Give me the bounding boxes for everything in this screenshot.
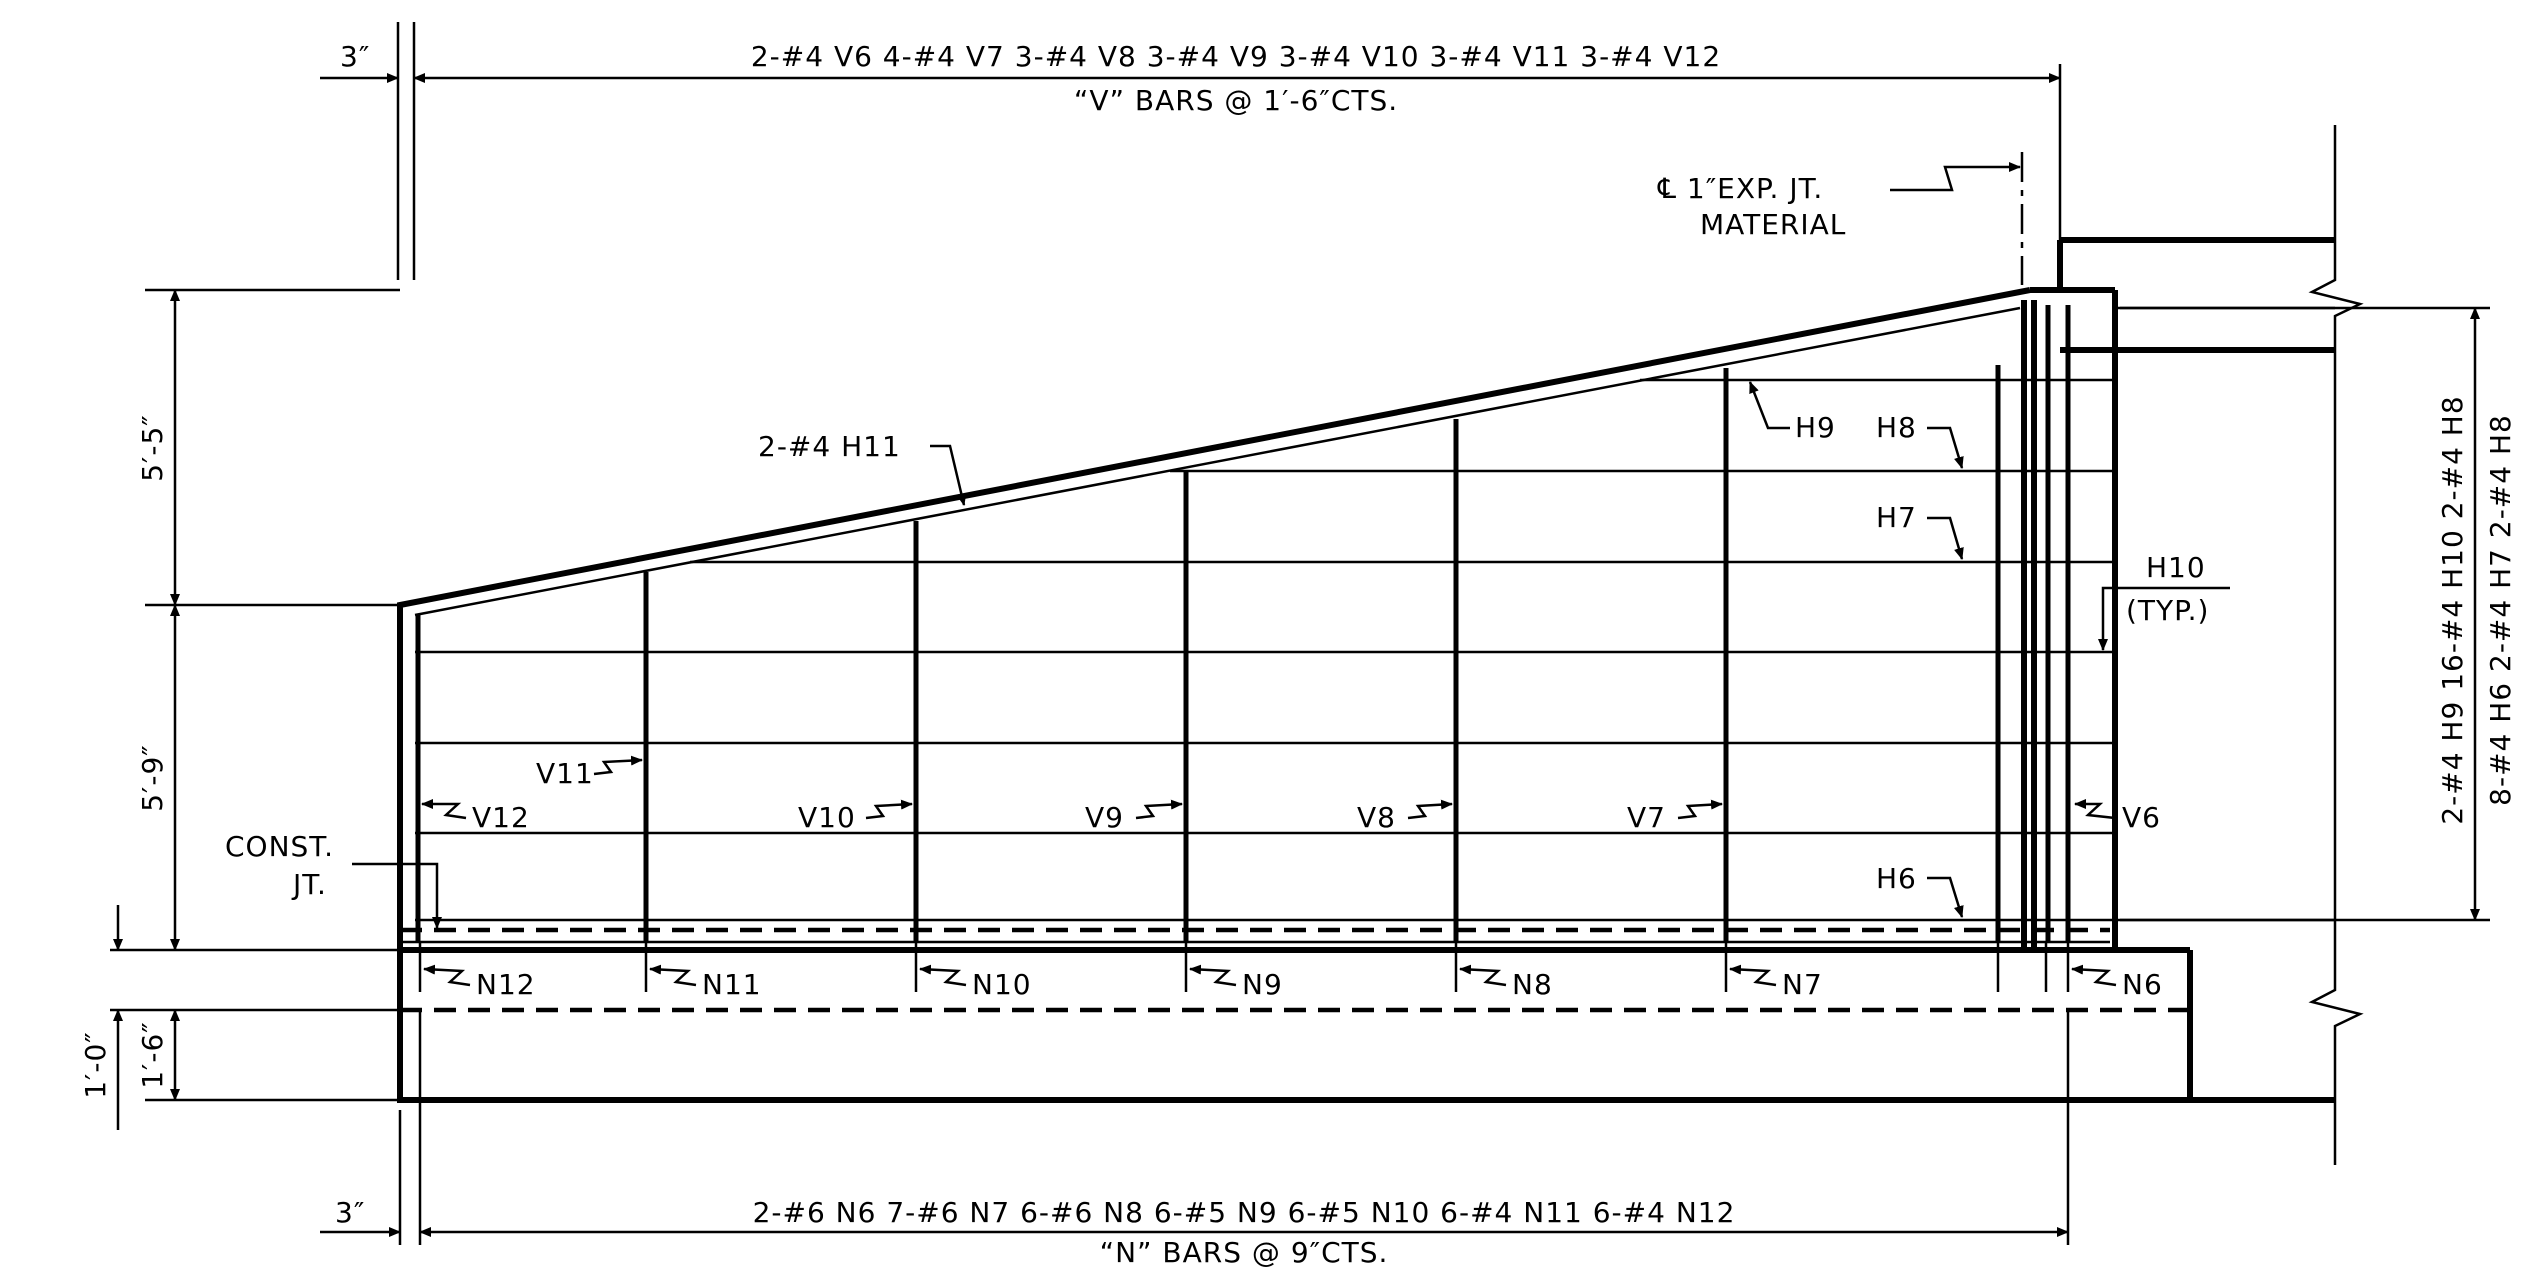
v-bars-spacing: “V” BARS @ 1′-6″CTS. <box>1074 84 1398 117</box>
const-jt-label-line1: CONST. <box>225 830 334 863</box>
expansion-joint-label-line2: MATERIAL <box>1700 208 1846 241</box>
construction-joint-lines <box>400 927 2190 1013</box>
v11-label: V11 <box>536 757 594 790</box>
h8-label: H8 <box>1876 411 1917 444</box>
h10-typ-label: (TYP.) <box>2126 594 2209 627</box>
right-schedule-line2: 8-#4 H6 2-#4 H7 2-#4 H8 <box>2484 414 2517 806</box>
n12-label: N12 <box>476 968 536 1001</box>
v-bars-schedule: 2-#4 V6 4-#4 V7 3-#4 V8 3-#4 V9 3-#4 V10… <box>751 40 1721 73</box>
n10-label: N10 <box>972 968 1032 1001</box>
top-left-offset-label: 3″ <box>340 40 370 73</box>
h7-label: H7 <box>1876 501 1917 534</box>
n-bars-spacing: “N” BARS @ 9″CTS. <box>1100 1236 1389 1269</box>
lower-height-label: 5′-9″ <box>136 744 169 812</box>
expansion-joint-note: ℄ 1″EXP. JT. MATERIAL <box>1657 152 2024 285</box>
n7-label: N7 <box>1782 968 1823 1001</box>
v6-label: V6 <box>2122 801 2161 834</box>
v8-label: V8 <box>1357 801 1396 834</box>
right-schedule: 2-#4 H9 16-#4 H10 2-#4 H8 8-#4 H6 2-#4 H… <box>2120 306 2517 922</box>
v10-label: V10 <box>798 801 856 834</box>
left-dimensions: 5′-5″ 5′-9″ 1′-6″ 1′-0″ <box>79 288 400 1130</box>
n8-label: N8 <box>1512 968 1553 1001</box>
bottom-dimension: 3″ 2-#6 N6 7-#6 N7 6-#6 N8 6-#5 N9 6-#5 … <box>320 1010 2070 1269</box>
bar-labels: 2-#4 H11 H9 H8 H7 H6 H10 (TYP.) V6 V7 V8… <box>225 381 2230 1001</box>
bottom-left-offset-label: 3″ <box>335 1196 365 1229</box>
v9-label: V9 <box>1085 801 1124 834</box>
top-dimension: 3″ 2-#4 V6 4-#4 V7 3-#4 V8 3-#4 V9 3-#4 … <box>320 22 2062 280</box>
h9-label: H9 <box>1795 411 1836 444</box>
horizontal-bars <box>415 378 2115 922</box>
n6-label: N6 <box>2122 968 2163 1001</box>
expansion-joint-label-line1: ℄ 1″EXP. JT. <box>1657 172 1823 205</box>
n-bars <box>418 942 2070 992</box>
const-jt-label-line2: JT. <box>291 868 327 901</box>
footing-height-a-label: 1′-6″ <box>136 1021 169 1089</box>
v7-label: V7 <box>1627 801 1666 834</box>
h6-label: H6 <box>1876 862 1917 895</box>
wall-outline <box>397 125 2364 1165</box>
vertical-bars <box>415 305 2071 942</box>
n11-label: N11 <box>702 968 762 1001</box>
right-schedule-line1: 2-#4 H9 16-#4 H10 2-#4 H8 <box>2436 395 2469 824</box>
n-bars-schedule: 2-#6 N6 7-#6 N7 6-#6 N8 6-#5 N9 6-#5 N10… <box>753 1196 1736 1229</box>
n9-label: N9 <box>1242 968 1283 1001</box>
h10-label: H10 <box>2146 551 2206 584</box>
h11-label: 2-#4 H11 <box>758 430 901 463</box>
upper-height-label: 5′-5″ <box>136 414 169 482</box>
footing-height-b-label: 1′-0″ <box>79 1031 112 1099</box>
v12-label: V12 <box>472 801 530 834</box>
